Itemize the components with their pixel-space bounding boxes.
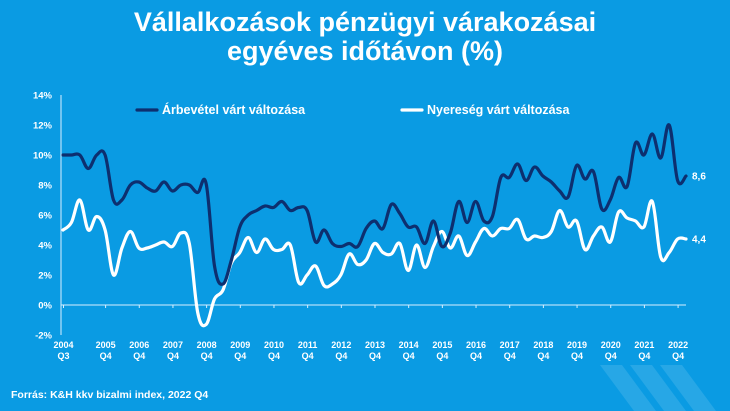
x-tick-label-year: 2015 — [432, 340, 452, 350]
x-tick-label-quarter: Q4 — [167, 351, 179, 361]
chevron-shape-1 — [600, 365, 656, 411]
x-tick-label-quarter: Q4 — [504, 351, 516, 361]
x-tick-label-year: 2021 — [634, 340, 654, 350]
x-tick-label-quarter: Q4 — [470, 351, 482, 361]
source-note: Forrás: K&H kkv bizalmi index, 2022 Q4 — [11, 389, 209, 401]
x-tick-label-quarter: Q4 — [672, 351, 684, 361]
x-tick-label-quarter: Q4 — [302, 351, 314, 361]
y-tick-label: -2% — [35, 331, 52, 342]
end-value-label: 8,6 — [692, 172, 706, 183]
x-tick-label-year: 2013 — [365, 340, 385, 350]
x-tick-label-year: 2006 — [129, 340, 149, 350]
x-tick-label-quarter: Q4 — [537, 351, 549, 361]
x-tick-label-year: 2007 — [163, 340, 183, 350]
x-tick-label-year: 2020 — [601, 340, 621, 350]
x-tick-label-quarter: Q4 — [605, 351, 617, 361]
x-tick-label-quarter: Q4 — [335, 351, 347, 361]
x-tick-label-quarter: Q4 — [234, 351, 246, 361]
y-tick-label: 0% — [38, 301, 52, 312]
chart-title-line-1: Vállalkozások pénzügyi várakozásai — [133, 7, 597, 37]
x-tick-label-year: 2009 — [230, 340, 250, 350]
chevron-shape-3 — [660, 365, 716, 411]
x-tick-label-year: 2022 — [668, 340, 688, 350]
x-tick-label-quarter: Q4 — [638, 351, 650, 361]
chart-title: Vállalkozások pénzügyi várakozásai egyév… — [0, 8, 730, 66]
chart-series: 4,4 8,6 — [61, 123, 706, 328]
x-tick-label-quarter: Q4 — [100, 351, 112, 361]
x-tick-label-year: 2019 — [567, 340, 587, 350]
y-tick-label: 4% — [38, 241, 52, 252]
y-tick-label: 14% — [33, 91, 53, 102]
x-tick-label-quarter: Q4 — [571, 351, 583, 361]
x-tick-label-year: 2017 — [500, 340, 520, 350]
series-line-profit — [61, 198, 688, 328]
series-line-revenue — [61, 123, 688, 286]
x-tick-label-quarter: Q4 — [369, 351, 381, 361]
x-tick-label-year: 2018 — [533, 340, 553, 350]
x-tick-label-year: 2008 — [197, 340, 217, 350]
x-tick-label-year: 2012 — [331, 340, 351, 350]
x-tick-label-quarter: Q4 — [403, 351, 415, 361]
x-tick-label-quarter: Q4 — [268, 351, 280, 361]
x-tick-label-quarter: Q4 — [201, 351, 213, 361]
x-tick-label-year: 2005 — [96, 340, 116, 350]
x-tick-label-quarter: Q3 — [57, 351, 69, 361]
x-tick-label-year: 2011 — [298, 340, 318, 350]
y-tick-label: 12% — [33, 121, 53, 132]
y-tick-label: 6% — [38, 211, 52, 222]
y-tick-label: 8% — [38, 181, 52, 192]
y-tick-label: 2% — [38, 271, 52, 282]
chart-axes: -2%0%2%4%6%8%10%12%14%2004Q32005Q42006Q4… — [33, 91, 688, 362]
chevron-decoration — [600, 365, 716, 411]
end-value-label: 4,4 — [692, 235, 706, 246]
x-tick-label-year: 2010 — [264, 340, 284, 350]
chart-title-line-2: egyéves időtávon (%) — [226, 36, 504, 66]
x-tick-label-year: 2016 — [466, 340, 486, 350]
y-tick-label: 10% — [33, 151, 53, 162]
chart-legend: Árbevétel várt változása Nyereség várt vá… — [135, 102, 570, 117]
chevron-shape-2 — [630, 365, 686, 411]
x-tick-label-year: 2014 — [399, 340, 419, 350]
legend-label-profit: Nyereség várt változása — [427, 103, 570, 117]
x-tick-label-quarter: Q4 — [436, 351, 448, 361]
x-tick-label-year: 2004 — [53, 340, 73, 350]
legend-label-revenue: Árbevétel várt változása — [162, 102, 306, 117]
x-tick-label-quarter: Q4 — [133, 351, 145, 361]
